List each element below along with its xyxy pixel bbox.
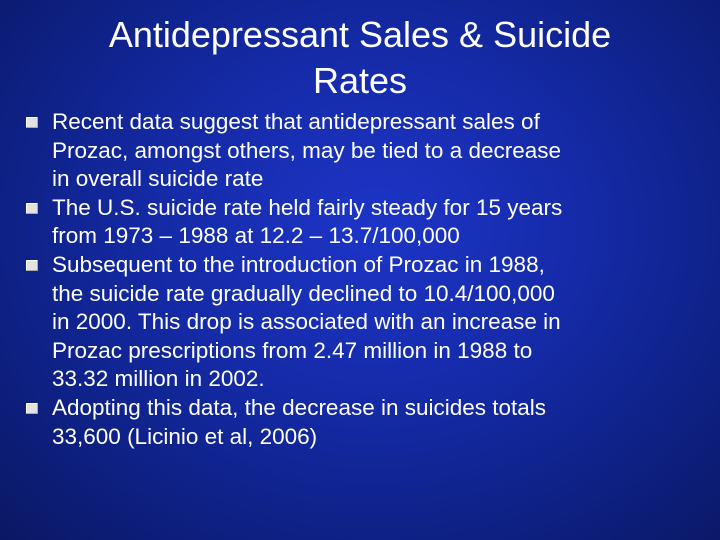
square-bullet-icon [26, 402, 38, 414]
square-bullet-icon [26, 117, 38, 128]
bullet-text: Adopting this data, the decrease in suic… [52, 394, 547, 449]
bullet-item: Subsequent to the introduction of Prozac… [26, 251, 706, 394]
square-bullet-icon [26, 202, 38, 214]
bullet-list: Recent data suggest that antidepressant … [26, 108, 706, 451]
bullet-item: Recent data suggest that antidepressant … [26, 108, 706, 194]
bullet-item: Adopting this data, the decrease in suic… [26, 394, 706, 451]
square-bullet-icon [26, 259, 38, 271]
bullet-text: Subsequent to the introduction of Prozac… [52, 251, 561, 392]
slide-title: Antidepressant Sales & Suicide Rates [108, 14, 612, 101]
bullet-text: The U.S. suicide rate held fairly steady… [52, 194, 563, 249]
bullet-text: Recent data suggest that antidepressant … [52, 109, 562, 192]
bullet-item: The U.S. suicide rate held fairly steady… [26, 194, 706, 251]
